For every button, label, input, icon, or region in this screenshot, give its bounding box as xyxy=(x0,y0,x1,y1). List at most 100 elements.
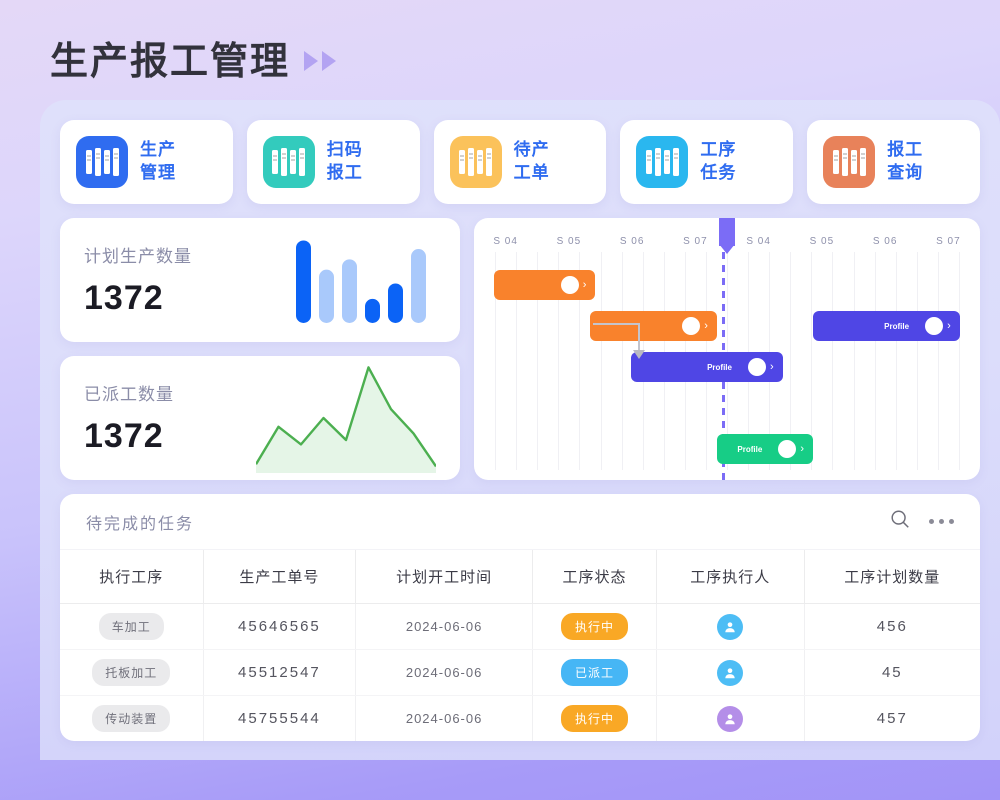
cell-order-no: 45646565 xyxy=(203,603,357,650)
cell-status: 执行中 xyxy=(532,695,657,741)
cell-order-no: 45512547 xyxy=(203,649,357,696)
chevron-right-icon[interactable]: › xyxy=(769,361,774,373)
bar-sparkline-chart xyxy=(296,240,426,323)
cell-qty: 456 xyxy=(804,603,980,650)
gantt-tick-label: S 06 xyxy=(872,236,898,247)
main-panel: 生产 管理 扫码 报工 待产 工单 工序 任务 报工 查询 计划生产数量 1372 已派工数量 1… xyxy=(40,100,1000,760)
nav-card-row: 生产 管理 扫码 报工 待产 工单 工序 任务 报工 查询 xyxy=(60,120,980,204)
chevron-right-icon[interactable]: › xyxy=(582,279,587,291)
cell-process: 托板加工 xyxy=(60,649,204,696)
gantt-bar[interactable]: Profile › xyxy=(630,352,783,382)
gantt-gridline xyxy=(853,252,855,470)
double-chevron-right-icon xyxy=(304,50,337,71)
stat-card-planned-qty[interactable]: 计划生产数量 1372 xyxy=(60,218,460,342)
gantt-gridline xyxy=(621,252,623,470)
tasks-card: 待完成的任务 执行工序 生产工单号 计划开工时间 工序状态 工序执行人 工序计划数量 车加… xyxy=(60,494,980,741)
table-row[interactable]: 车加工 45646565 2024-06-06 执行中 456 xyxy=(60,603,980,650)
table-row[interactable]: 托板加工 45512547 2024-06-06 已派工 45 xyxy=(60,649,980,696)
tasks-title: 待完成的任务 xyxy=(86,515,195,533)
user-avatar-icon[interactable] xyxy=(717,705,744,732)
stat-label: 计划生产数量 xyxy=(84,247,192,266)
cell-status: 执行中 xyxy=(532,603,657,650)
drag-knob-icon[interactable] xyxy=(747,358,766,376)
stat-label: 已派工数量 xyxy=(84,385,174,404)
drag-knob-icon[interactable] xyxy=(682,317,701,335)
gantt-tick-label: S 05 xyxy=(556,236,582,247)
nav-card-label: 待产 工单 xyxy=(513,140,550,182)
books-icon xyxy=(823,136,876,188)
stat-card-dispatched-qty[interactable]: 已派工数量 1372 xyxy=(60,356,460,480)
user-avatar-icon[interactable] xyxy=(717,613,744,640)
cell-start-time: 2024-06-06 xyxy=(355,603,533,650)
chevron-right-icon[interactable]: › xyxy=(704,320,708,332)
cell-operator xyxy=(656,603,805,650)
search-icon[interactable] xyxy=(889,508,911,535)
gantt-gridline xyxy=(558,252,560,470)
books-icon xyxy=(636,136,689,188)
books-icon xyxy=(76,136,128,188)
gantt-gridline xyxy=(790,252,792,470)
table-column-header-5: 工序执行人 xyxy=(656,550,805,604)
process-chip: 车加工 xyxy=(98,613,164,640)
nav-card-5[interactable]: 报工 查询 xyxy=(807,120,980,204)
nav-card-4[interactable]: 工序 任务 xyxy=(620,120,794,204)
gantt-bar[interactable]: › xyxy=(590,311,717,341)
table-column-header-1: 执行工序 xyxy=(60,550,204,604)
gantt-gridline xyxy=(495,252,497,470)
cell-status: 已派工 xyxy=(532,649,657,696)
gantt-bar[interactable]: Profile › xyxy=(813,311,960,341)
gantt-gridline xyxy=(579,252,581,470)
gantt-tick-label: S 07 xyxy=(936,236,961,247)
nav-card-label: 工序 任务 xyxy=(700,140,737,182)
table-row[interactable]: 传动装置 45755544 2024-06-06 执行中 457 xyxy=(60,695,980,741)
gantt-tick-label: S 07 xyxy=(683,236,708,247)
drag-knob-icon[interactable] xyxy=(778,440,797,458)
table-column-header-4: 工序状态 xyxy=(532,550,657,604)
gantt-bar[interactable]: › xyxy=(494,270,596,300)
gantt-gridline xyxy=(537,252,539,470)
table-header-row: 执行工序 生产工单号 计划开工时间 工序状态 工序执行人 工序计划数量 xyxy=(60,550,980,604)
gantt-gridline xyxy=(916,252,918,470)
gantt-gridline xyxy=(811,252,813,470)
cell-qty: 457 xyxy=(876,710,908,727)
user-avatar-icon[interactable] xyxy=(717,659,744,686)
gantt-gridline xyxy=(600,252,602,470)
gantt-gridline xyxy=(832,252,834,470)
gantt-bar-label: Profile xyxy=(884,321,910,331)
gantt-gridline xyxy=(874,252,876,470)
status-badge: 执行中 xyxy=(560,705,628,732)
nav-card-label: 生产 管理 xyxy=(140,140,176,182)
nav-card-2[interactable]: 扫码 报工 xyxy=(246,120,420,204)
drag-knob-icon[interactable] xyxy=(925,317,944,335)
nav-card-label: 扫码 报工 xyxy=(326,140,363,182)
gantt-chart-panel[interactable]: S 04 S 05 S 06 S 07 S 04 S 05 S 06 S 07 › › Profi… xyxy=(474,218,980,480)
drag-knob-icon[interactable] xyxy=(560,276,579,294)
nav-card-label: 报工 查询 xyxy=(887,140,924,182)
area-sparkline-chart xyxy=(256,366,436,473)
cell-operator xyxy=(656,695,805,741)
more-horizontal-icon[interactable] xyxy=(929,519,954,524)
gantt-time-marker[interactable] xyxy=(719,218,736,254)
chevron-right-icon[interactable]: › xyxy=(947,320,951,332)
gantt-gridline xyxy=(958,252,960,470)
table-body: 车加工 45646565 2024-06-06 执行中 456 托板加工 45512547 2… xyxy=(60,603,980,741)
status-badge: 已派工 xyxy=(560,659,628,686)
cell-qty: 45 xyxy=(804,649,980,696)
table-column-header-3: 计划开工时间 xyxy=(355,550,533,604)
gantt-gridline xyxy=(516,252,518,470)
gantt-bar[interactable]: Profile › xyxy=(716,434,813,464)
nav-card-1[interactable]: 生产 管理 xyxy=(60,120,233,204)
dashboard-middle-row: 计划生产数量 1372 已派工数量 1372 S 04 S 05 S 06 S 07 S… xyxy=(60,218,980,480)
cell-process: 车加工 xyxy=(60,603,204,650)
chevron-right-icon[interactable]: › xyxy=(800,443,804,455)
page-header: 生产报工管理 xyxy=(50,30,337,85)
gantt-bar-label: Profile xyxy=(737,444,763,454)
gantt-tick-label: S 04 xyxy=(493,236,518,247)
nav-card-3[interactable]: 待产 工单 xyxy=(433,120,607,204)
table-column-header-2: 生产工单号 xyxy=(203,550,357,604)
tasks-card-header: 待完成的任务 xyxy=(60,494,980,550)
cell-start-time: 2024-06-06 xyxy=(355,649,533,696)
process-chip: 托板加工 xyxy=(92,659,171,686)
gantt-bar-label: Profile xyxy=(707,362,732,372)
gantt-timeline-header: S 04 S 05 S 06 S 07 S 04 S 05 S 06 S 07 xyxy=(474,218,980,256)
